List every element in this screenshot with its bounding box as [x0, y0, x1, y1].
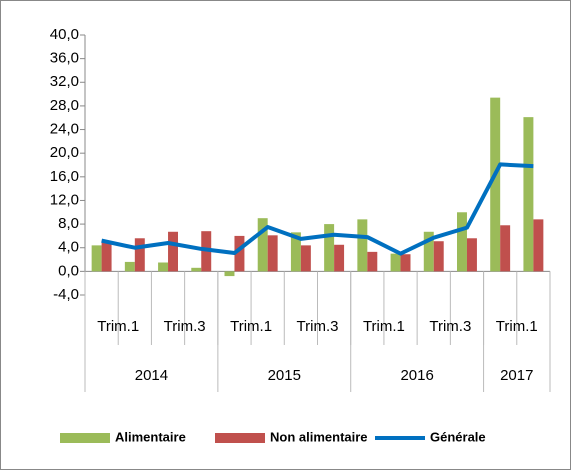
y-tick-label: 40,0	[50, 26, 79, 43]
bar	[490, 97, 501, 272]
x-tick-label: Trim.3	[164, 318, 206, 335]
group-label: 2016	[400, 367, 433, 384]
bar	[523, 117, 534, 272]
bar	[290, 232, 301, 272]
x-tick-label: Trim.1	[363, 318, 405, 335]
legend-label: Non alimentaire	[270, 429, 368, 444]
group-label: 2017	[500, 367, 533, 384]
bar	[500, 225, 511, 272]
legend-label: Alimentaire	[115, 429, 186, 444]
x-tick-label: Trim.1	[496, 318, 538, 335]
y-tick-label: -4,0	[53, 286, 79, 303]
group-label: 2015	[268, 367, 301, 384]
y-tick-label: 0,0	[58, 262, 79, 279]
y-tick-label: 24,0	[50, 121, 79, 138]
bar	[466, 238, 477, 272]
y-tick-label: 28,0	[50, 97, 79, 114]
bar	[367, 251, 378, 272]
bar	[300, 245, 311, 272]
bar	[423, 231, 434, 272]
bar	[168, 231, 178, 272]
bar	[134, 238, 145, 272]
x-tick-label: Trim.1	[97, 318, 139, 335]
y-tick-label: 32,0	[50, 73, 79, 90]
x-tick-label: Trim.3	[429, 318, 471, 335]
legend-label: Générale	[430, 429, 486, 444]
y-tick-label: 12,0	[50, 191, 79, 208]
bar	[400, 254, 411, 272]
y-tick-label: 36,0	[50, 50, 79, 67]
bar	[533, 219, 544, 272]
bar	[101, 241, 112, 272]
bar	[357, 219, 368, 272]
group-label: 2014	[135, 367, 168, 384]
y-tick-label: 20,0	[50, 144, 79, 161]
bar	[324, 224, 335, 272]
bar	[191, 267, 202, 272]
y-tick-label: 8,0	[58, 215, 79, 232]
bar	[390, 253, 401, 272]
bar	[334, 244, 345, 272]
bar	[234, 235, 245, 272]
bar	[124, 261, 135, 272]
bar	[224, 271, 235, 277]
x-tick-label: Trim.3	[297, 318, 339, 335]
bar	[267, 235, 278, 272]
y-tick-label: 4,0	[58, 239, 79, 256]
legend-swatch	[60, 433, 110, 443]
bar	[457, 212, 467, 272]
bar	[257, 218, 268, 272]
x-tick-label: Trim.1	[230, 318, 272, 335]
legend-swatch	[215, 433, 265, 443]
line	[101, 162, 534, 256]
y-tick-label: 16,0	[50, 168, 79, 185]
bar	[91, 245, 102, 272]
bar	[158, 262, 169, 272]
bar	[433, 241, 444, 272]
